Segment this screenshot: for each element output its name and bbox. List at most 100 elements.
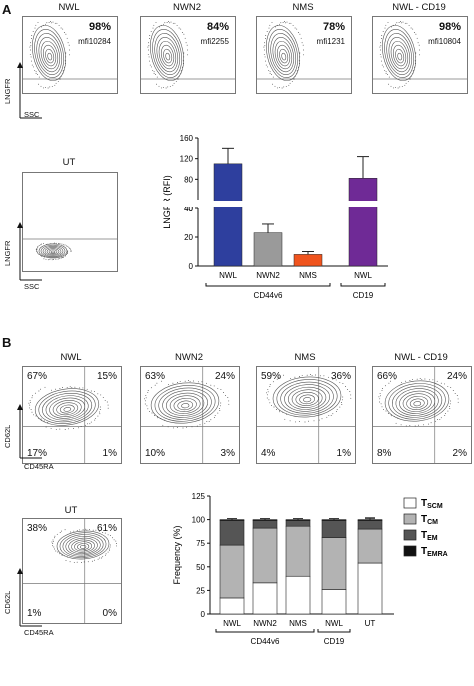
event-dot — [430, 422, 432, 424]
event-dot — [267, 389, 269, 391]
event-dot — [265, 60, 266, 62]
event-dot — [299, 52, 301, 54]
event-dot — [326, 416, 328, 418]
event-dot — [33, 66, 34, 68]
event-dot — [274, 85, 276, 87]
event-dot — [67, 250, 69, 252]
quadrant-percentage: 1% — [27, 608, 42, 619]
event-dot — [35, 415, 37, 417]
event-dot — [92, 529, 94, 531]
event-dot — [37, 74, 39, 76]
event-dot — [40, 243, 42, 245]
event-dot — [35, 73, 37, 75]
quadrant-percentage: 66% — [377, 371, 398, 382]
contour-ring — [395, 388, 439, 416]
group-bracket — [205, 283, 331, 287]
event-dot — [413, 32, 415, 33]
event-dot — [66, 556, 68, 558]
contour-ring — [68, 537, 98, 555]
event-dot — [160, 417, 162, 419]
event-dot — [59, 243, 61, 245]
event-dot — [183, 56, 185, 58]
lngfr-flow-plot: 84% mfi2255 — [140, 16, 236, 94]
event-dot — [380, 42, 382, 44]
x-tick-label: NWN2 — [253, 619, 277, 628]
contour-ring — [50, 250, 56, 254]
event-dot — [291, 80, 293, 82]
arrow-up-icon — [17, 568, 23, 574]
event-dot — [269, 71, 271, 73]
cd62l-cd45ra-flow-plot: 67% 15% 17% 1% — [22, 366, 122, 464]
stacked-bar-segment — [285, 520, 311, 527]
event-dot — [266, 392, 267, 394]
event-dot — [384, 385, 386, 387]
stacked-bar-segment — [321, 519, 347, 521]
event-dot — [263, 53, 265, 55]
event-dot — [279, 411, 281, 413]
event-dot — [265, 64, 267, 66]
event-dot — [400, 21, 402, 22]
cd62l-cd45ra-flow-plot: 59% 36% 4% 1% — [256, 366, 356, 464]
mfi-value: mfi1231 — [316, 37, 345, 46]
event-dot — [416, 37, 418, 39]
contour-ring — [276, 44, 291, 67]
y-tick-label: 80 — [184, 175, 193, 184]
event-dot — [412, 378, 413, 380]
y-axis-label: CD62L — [3, 590, 12, 614]
flow-plot-title: NWL - CD19 — [394, 352, 448, 363]
event-dot — [37, 253, 39, 255]
event-dot — [29, 49, 31, 51]
event-dot — [341, 399, 343, 401]
event-dot — [37, 246, 39, 248]
event-dot — [408, 24, 410, 26]
event-dot — [319, 375, 321, 377]
stacked-bar-segment — [321, 589, 347, 615]
event-dot — [102, 397, 104, 399]
event-dot — [36, 248, 38, 250]
event-dot — [298, 421, 300, 423]
event-dot — [153, 73, 155, 75]
event-dot — [51, 85, 53, 87]
contour-ring — [150, 382, 220, 424]
flow-plot-title: NMS — [292, 2, 314, 13]
contour-ring — [79, 544, 87, 549]
event-dot — [28, 402, 30, 404]
event-dot — [31, 64, 33, 66]
event-dot — [100, 406, 102, 408]
flow-contour-svg — [373, 21, 467, 89]
stacked-bar-segment — [252, 527, 278, 584]
x-axis-label: SSC — [24, 282, 40, 291]
event-dot — [435, 420, 437, 422]
event-dot — [149, 411, 150, 413]
quadrant-percentage: 59% — [261, 371, 282, 382]
stacked-bar-segment — [219, 597, 245, 615]
stacked-bar-segment — [357, 519, 383, 521]
event-dot — [109, 549, 111, 551]
event-dot — [381, 406, 383, 408]
event-dot — [299, 376, 300, 377]
event-dot — [29, 46, 31, 48]
event-dot — [40, 388, 41, 390]
event-dot — [447, 410, 449, 412]
event-dot — [144, 403, 146, 405]
event-dot — [154, 415, 156, 416]
event-dot — [347, 389, 349, 391]
event-dot — [63, 66, 65, 68]
event-dot — [42, 242, 44, 244]
event-dot — [379, 393, 381, 395]
quadrant-percentage: 2% — [452, 448, 467, 459]
event-dot — [267, 66, 268, 68]
event-dot — [163, 23, 164, 25]
event-dot — [186, 426, 187, 428]
ut-cd62l-cd45ra-flow-plot: 38% 61% 1% 0% — [22, 518, 122, 624]
contour-ring — [44, 247, 62, 256]
event-dot — [267, 391, 269, 393]
event-dot — [59, 428, 61, 430]
event-dot — [447, 385, 449, 387]
event-dot — [419, 49, 421, 51]
contour-ring — [154, 385, 216, 422]
event-dot — [274, 26, 276, 28]
event-dot — [147, 49, 149, 51]
contour-ring — [276, 379, 338, 416]
contour-ring — [52, 400, 82, 417]
